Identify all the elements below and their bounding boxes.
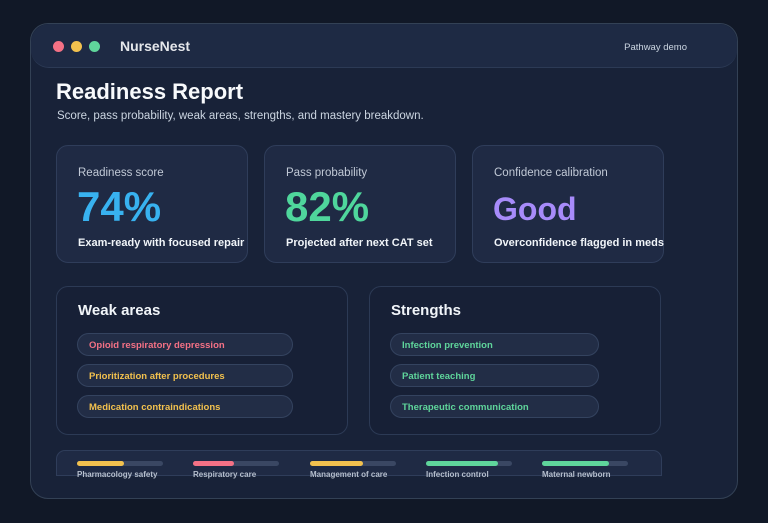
mastery-item-pharmacology [77,461,163,466]
mastery-breakdown [56,450,662,476]
minimize-window-button[interactable] [71,41,82,52]
card-label: Pass probability [286,167,368,179]
mastery-bar-track [193,461,279,466]
readiness-score-value: 74% [77,183,162,230]
confidence-calibration-card: Confidence calibration Good Overconfiden… [472,145,664,263]
mastery-label: Pharmacology safety [77,470,158,479]
pathway-demo-label: Pathway demo [624,42,687,53]
mastery-item-maternal [542,461,628,466]
mastery-bar-fill [542,461,610,466]
strengths-title: Strengths [391,302,462,319]
mastery-label: Respiratory care [193,470,257,479]
strength-chip[interactable]: Therapeutic communication [390,395,599,418]
mastery-bar-track [77,461,163,466]
mastery-bar-fill [77,461,125,466]
card-note: Projected after next CAT set [286,237,433,249]
strength-chip[interactable]: Patient teaching [390,364,599,387]
mastery-item-infection [426,461,512,466]
strength-chip[interactable]: Infection prevention [390,333,599,356]
card-note: Exam-ready with focused repair [78,237,245,249]
weak-area-chip[interactable]: Medication contraindications [77,395,293,418]
mastery-bar-fill [193,461,235,466]
weak-area-chip[interactable]: Prioritization after procedures [77,364,293,387]
confidence-calibration-value: Good [493,191,577,227]
mastery-label: Management of care [310,470,388,479]
card-label: Confidence calibration [494,167,608,179]
strengths-panel: Strengths Infection prevention Patient t… [369,286,661,435]
mastery-label: Maternal newborn [542,470,611,479]
page-subtitle: Score, pass probability, weak areas, str… [57,110,424,122]
app-title: NurseNest [120,38,191,54]
weak-area-chip[interactable]: Opioid respiratory depression [77,333,293,356]
mastery-bar-track [426,461,512,466]
pass-probability-value: 82% [285,183,370,230]
title-bar: NurseNest Pathway demo [31,24,737,68]
page-title: Readiness Report [56,79,244,104]
readiness-score-card: Readiness score 74% Exam-ready with focu… [56,145,248,263]
pass-probability-card: Pass probability 82% Projected after nex… [264,145,456,263]
mastery-item-respiratory [193,461,279,466]
weak-areas-title: Weak areas [78,302,161,319]
close-window-button[interactable] [53,41,64,52]
mastery-bar-track [542,461,628,466]
card-note: Overconfidence flagged in meds [494,237,664,249]
maximize-window-button[interactable] [89,41,100,52]
mastery-bar-fill [310,461,364,466]
mastery-label: Infection control [426,470,489,479]
mastery-bar-track [310,461,396,466]
app-window: NurseNest Pathway demo Readiness Report … [30,23,738,499]
card-label: Readiness score [78,167,164,179]
mastery-item-management [310,461,396,466]
mastery-bar-fill [426,461,499,466]
weak-areas-panel: Weak areas Opioid respiratory depression… [56,286,348,435]
